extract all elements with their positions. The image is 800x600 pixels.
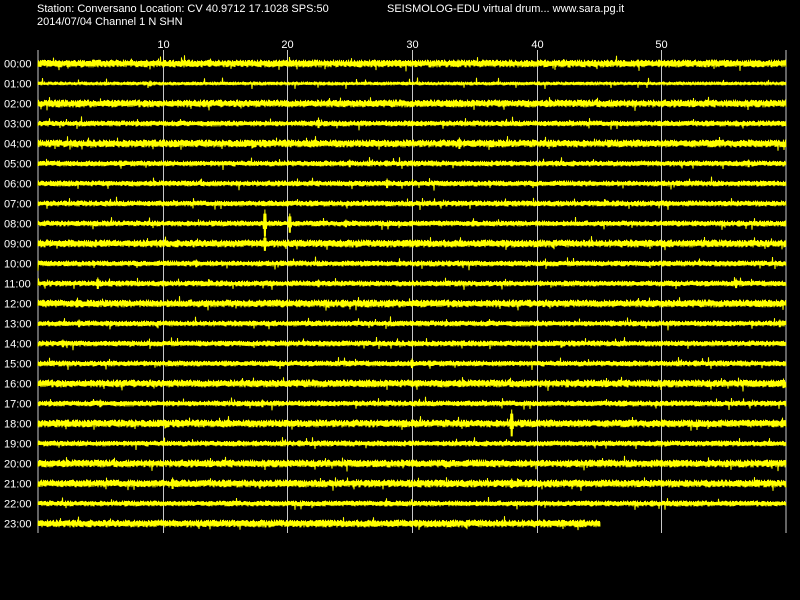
- event-spike-row-1700-1: [259, 399, 265, 408]
- hour-label-0300: 03:00: [4, 119, 32, 131]
- event-spike-row-1100-2: [316, 279, 321, 288]
- event-spike-row-0400-0: [456, 137, 462, 150]
- event-spike-row-0800-2: [343, 219, 349, 228]
- minute-tick-labels: 10 20 30 40 50: [157, 39, 667, 51]
- hour-label-1900: 19:00: [4, 439, 32, 451]
- event-spike-row-0600-0: [384, 178, 390, 189]
- date-channel-text: 2014/07/04 Channel 1 N SHN: [37, 16, 183, 28]
- event-spike-row-2200-0: [683, 500, 689, 507]
- event-spike-row-0800-0: [262, 209, 268, 237]
- event-spike-row-1700-0: [97, 399, 103, 408]
- hour-label-0700: 07:00: [4, 199, 32, 211]
- event-spike-row-1500-1: [347, 360, 353, 367]
- hour-label-2300: 23:00: [4, 519, 32, 531]
- event-spike-row-1300-1: [777, 319, 783, 328]
- event-spike-row-0600-1: [66, 180, 72, 187]
- event-spike-row-0300-0: [316, 118, 321, 129]
- event-spike-row-0100-0: [147, 80, 153, 87]
- event-spike-row-2300-0: [577, 519, 583, 528]
- hour-label-1100: 11:00: [4, 279, 31, 291]
- event-spike-row-0500-2: [509, 160, 515, 167]
- event-spike-row-1800-2: [771, 419, 776, 428]
- hour-label-1600: 16:00: [4, 379, 32, 391]
- event-spike-row-1000-1: [446, 260, 452, 267]
- event-spike-row-2100-1: [509, 478, 515, 489]
- hour-label-1300: 13:00: [4, 319, 32, 331]
- event-spike-row-1800-0: [509, 409, 515, 437]
- event-spike-row-1800-1: [129, 419, 134, 428]
- event-spike-row-1000-0: [193, 259, 199, 268]
- event-spike-row-2100-0: [170, 477, 176, 490]
- vertical-gridlines: [37, 50, 787, 533]
- event-spike-row-1400-2: [409, 340, 415, 347]
- event-spike-row-0400-1: [284, 140, 290, 147]
- hour-label-0900: 09:00: [4, 239, 32, 251]
- tick-label-minute-30: 30: [406, 39, 418, 51]
- hour-row-labels: 00:00 01:00 02:00 03:00 04:00 05:00 06:00 07:00…: [4, 59, 32, 531]
- event-spike-row-1500-0: [409, 358, 415, 369]
- hour-label-0200: 02:00: [4, 99, 32, 111]
- hour-label-0100: 01:00: [4, 79, 32, 91]
- event-spike-row-0500-1: [746, 159, 752, 168]
- hour-label-0500: 05:00: [4, 159, 32, 171]
- hour-label-1700: 17:00: [4, 399, 32, 411]
- event-spike-row-0500-0: [347, 159, 353, 168]
- event-spike-row-0800-1: [287, 213, 293, 233]
- event-spike-row-0900-0: [262, 235, 268, 251]
- hour-label-0000: 00:00: [4, 59, 32, 71]
- event-spike-row-1700-2: [621, 400, 627, 407]
- hour-label-2100: 21:00: [4, 479, 32, 491]
- event-spike-row-1100-0: [95, 277, 101, 290]
- event-spike-row-0300-1: [733, 120, 739, 127]
- event-spike-row-2100-2: [309, 480, 315, 487]
- hour-label-1200: 12:00: [4, 299, 32, 311]
- hour-label-2200: 22:00: [4, 499, 32, 511]
- tick-label-minute-20: 20: [281, 39, 293, 51]
- tick-label-minute-50: 50: [655, 39, 667, 51]
- event-spike-row-0900-1: [101, 240, 107, 247]
- event-spike-row-1300-0: [76, 319, 82, 328]
- event-spike-row-1400-0: [60, 339, 66, 348]
- event-spike-row-0700-0: [284, 200, 290, 207]
- hour-label-0400: 04:00: [4, 139, 32, 151]
- station-info-text: Station: Conversano Location: CV 40.9712…: [37, 3, 329, 15]
- event-spike-row-2000-0: [278, 460, 284, 467]
- hour-label-0800: 08:00: [4, 219, 32, 231]
- hour-label-1000: 10:00: [4, 259, 32, 271]
- seismic-traces: [37, 55, 787, 531]
- event-spike-row-1500-2: [222, 360, 228, 367]
- event-spike-row-1300-2: [609, 320, 614, 327]
- hour-label-1800: 18:00: [4, 419, 32, 431]
- tick-label-minute-10: 10: [157, 39, 169, 51]
- hour-label-2000: 20:00: [4, 459, 32, 471]
- tick-label-minute-40: 40: [531, 39, 543, 51]
- event-spike-row-1600-1: [565, 379, 571, 388]
- hour-label-1500: 15:00: [4, 359, 32, 371]
- event-spike-row-1600-0: [781, 378, 786, 389]
- event-spike-row-1100-1: [733, 278, 739, 289]
- event-spike-row-0000-0: [455, 59, 461, 68]
- software-title-text: SEISMOLOG-EDU virtual drum... www.sara.p…: [387, 3, 625, 15]
- event-spike-row-1400-1: [197, 340, 203, 347]
- hour-label-0600: 06:00: [4, 179, 32, 191]
- hour-label-1400: 14:00: [4, 339, 32, 351]
